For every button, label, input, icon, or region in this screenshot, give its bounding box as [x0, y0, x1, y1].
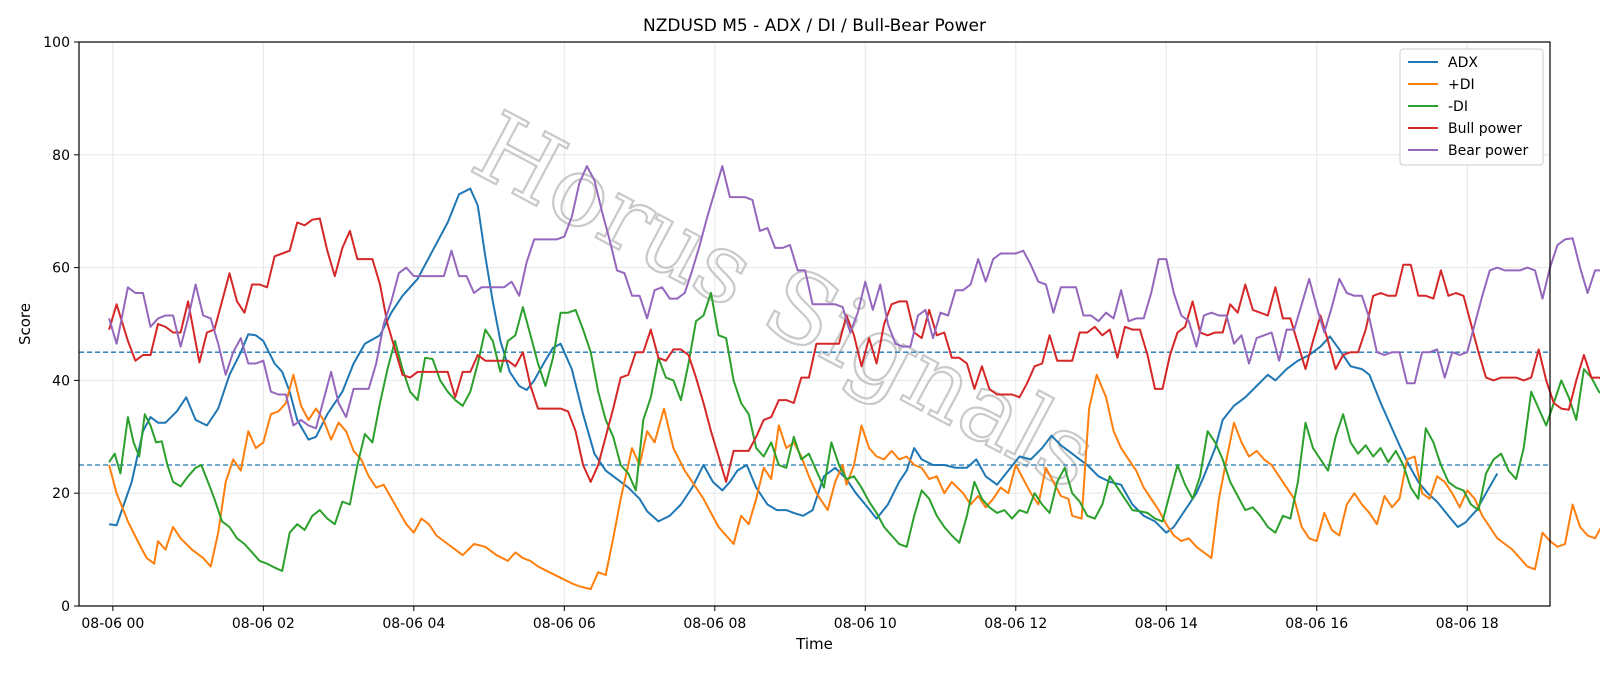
x-tick-label: 08-06 18 [1436, 616, 1499, 632]
x-tick-label: 08-06 00 [81, 616, 144, 632]
x-tick-label: 08-06 06 [533, 616, 596, 632]
y-tick-label: 0 [61, 599, 70, 615]
chart-title: NZDUSD M5 - ADX / DI / Bull-Bear Power [643, 16, 986, 36]
legend-label: -DI [1448, 99, 1468, 115]
legend-label: +DI [1448, 77, 1475, 93]
legend: ADX +DI -DI Bull power Bear power [1399, 48, 1544, 166]
x-tick-label: 08-06 14 [1135, 616, 1198, 632]
plot-frame [78, 41, 1551, 607]
series-line-bear-power [108, 165, 1600, 430]
x-tick-label: 08-06 12 [984, 616, 1047, 632]
legend-label: Bear power [1448, 143, 1529, 159]
legend-box [1399, 48, 1544, 166]
axis-ticks: 0 20 40 60 80 100 08-06 00 08-06 02 08-06 04 08-0… [43, 35, 1498, 632]
x-tick-label: 08-06 02 [232, 616, 295, 632]
reference-lines [79, 351, 1550, 466]
x-axis-title: Time [795, 635, 833, 653]
y-tick-label: 40 [52, 373, 70, 389]
x-tick-label: 08-06 10 [834, 616, 897, 632]
y-tick-label: 80 [52, 148, 70, 164]
y-tick-label: 60 [52, 261, 70, 277]
y-axis-title: Score [16, 303, 34, 345]
x-tick-label: 08-06 08 [683, 616, 746, 632]
grid [79, 41, 1550, 607]
y-tick-label: 20 [52, 486, 70, 502]
legend-label: Bull power [1448, 121, 1522, 137]
series-line--di [108, 292, 1600, 572]
y-tick-label: 100 [43, 35, 70, 51]
series-line-adx [108, 187, 1499, 534]
x-tick-label: 08-06 16 [1285, 616, 1348, 632]
series-layer [108, 165, 1600, 591]
legend-label: ADX [1448, 55, 1478, 71]
series-line--di [108, 373, 1600, 591]
x-tick-label: 08-06 04 [382, 616, 445, 632]
